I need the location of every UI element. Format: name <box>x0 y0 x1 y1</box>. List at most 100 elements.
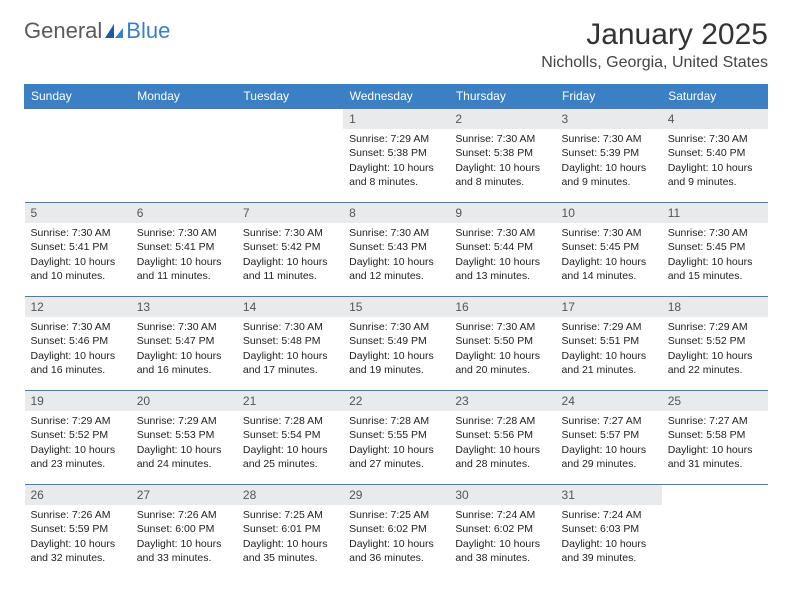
calendar-cell: 9Sunrise: 7:30 AMSunset: 5:44 PMDaylight… <box>449 203 555 297</box>
header: General Blue January 2025 Nicholls, Geor… <box>24 18 768 72</box>
day-number: 13 <box>131 297 237 317</box>
weekday-header: Saturday <box>662 84 768 109</box>
day-number: 5 <box>25 203 131 223</box>
day-number: 12 <box>25 297 131 317</box>
day-details: Sunrise: 7:27 AMSunset: 5:57 PMDaylight:… <box>556 411 662 477</box>
calendar-cell <box>131 109 237 203</box>
day-number: 23 <box>449 391 555 411</box>
day-details: Sunrise: 7:26 AMSunset: 5:59 PMDaylight:… <box>25 505 131 571</box>
day-details: Sunrise: 7:30 AMSunset: 5:46 PMDaylight:… <box>25 317 131 383</box>
calendar-cell: 18Sunrise: 7:29 AMSunset: 5:52 PMDayligh… <box>662 297 768 391</box>
day-number: 8 <box>343 203 449 223</box>
calendar-body: 1Sunrise: 7:29 AMSunset: 5:38 PMDaylight… <box>25 109 769 579</box>
calendar-cell: 20Sunrise: 7:29 AMSunset: 5:53 PMDayligh… <box>131 391 237 485</box>
day-details: Sunrise: 7:24 AMSunset: 6:02 PMDaylight:… <box>449 505 555 571</box>
calendar-cell: 27Sunrise: 7:26 AMSunset: 6:00 PMDayligh… <box>131 485 237 579</box>
day-details: Sunrise: 7:30 AMSunset: 5:44 PMDaylight:… <box>449 223 555 289</box>
day-number: 30 <box>449 485 555 505</box>
day-number: 10 <box>556 203 662 223</box>
logo-sail-icon <box>104 23 124 39</box>
day-details: Sunrise: 7:30 AMSunset: 5:45 PMDaylight:… <box>662 223 768 289</box>
calendar-cell: 21Sunrise: 7:28 AMSunset: 5:54 PMDayligh… <box>237 391 343 485</box>
weekday-header: Thursday <box>449 84 555 109</box>
calendar-cell: 12Sunrise: 7:30 AMSunset: 5:46 PMDayligh… <box>25 297 131 391</box>
day-details: Sunrise: 7:29 AMSunset: 5:38 PMDaylight:… <box>343 129 449 195</box>
calendar-cell: 29Sunrise: 7:25 AMSunset: 6:02 PMDayligh… <box>343 485 449 579</box>
day-details: Sunrise: 7:29 AMSunset: 5:52 PMDaylight:… <box>25 411 131 477</box>
calendar-cell: 13Sunrise: 7:30 AMSunset: 5:47 PMDayligh… <box>131 297 237 391</box>
calendar-cell: 24Sunrise: 7:27 AMSunset: 5:57 PMDayligh… <box>556 391 662 485</box>
day-details: Sunrise: 7:30 AMSunset: 5:47 PMDaylight:… <box>131 317 237 383</box>
day-number: 31 <box>556 485 662 505</box>
day-number: 25 <box>662 391 768 411</box>
day-details: Sunrise: 7:30 AMSunset: 5:39 PMDaylight:… <box>556 129 662 195</box>
calendar-cell: 31Sunrise: 7:24 AMSunset: 6:03 PMDayligh… <box>556 485 662 579</box>
table-row: 12Sunrise: 7:30 AMSunset: 5:46 PMDayligh… <box>25 297 769 391</box>
title-block: January 2025 Nicholls, Georgia, United S… <box>541 18 768 72</box>
calendar-cell: 23Sunrise: 7:28 AMSunset: 5:56 PMDayligh… <box>449 391 555 485</box>
day-number: 2 <box>449 109 555 129</box>
calendar-cell: 5Sunrise: 7:30 AMSunset: 5:41 PMDaylight… <box>25 203 131 297</box>
day-details: Sunrise: 7:28 AMSunset: 5:54 PMDaylight:… <box>237 411 343 477</box>
day-number: 18 <box>662 297 768 317</box>
day-details: Sunrise: 7:30 AMSunset: 5:40 PMDaylight:… <box>662 129 768 195</box>
day-number: 14 <box>237 297 343 317</box>
day-details: Sunrise: 7:25 AMSunset: 6:01 PMDaylight:… <box>237 505 343 571</box>
day-number: 9 <box>449 203 555 223</box>
day-number: 11 <box>662 203 768 223</box>
weekday-header: Wednesday <box>343 84 449 109</box>
calendar-cell: 7Sunrise: 7:30 AMSunset: 5:42 PMDaylight… <box>237 203 343 297</box>
weekday-header: Tuesday <box>237 84 343 109</box>
day-number: 4 <box>662 109 768 129</box>
calendar-cell: 17Sunrise: 7:29 AMSunset: 5:51 PMDayligh… <box>556 297 662 391</box>
calendar-cell: 1Sunrise: 7:29 AMSunset: 5:38 PMDaylight… <box>343 109 449 203</box>
calendar-cell: 22Sunrise: 7:28 AMSunset: 5:55 PMDayligh… <box>343 391 449 485</box>
calendar-cell <box>237 109 343 203</box>
calendar-cell: 10Sunrise: 7:30 AMSunset: 5:45 PMDayligh… <box>556 203 662 297</box>
calendar-cell: 14Sunrise: 7:30 AMSunset: 5:48 PMDayligh… <box>237 297 343 391</box>
day-number: 3 <box>556 109 662 129</box>
table-row: 19Sunrise: 7:29 AMSunset: 5:52 PMDayligh… <box>25 391 769 485</box>
day-details: Sunrise: 7:28 AMSunset: 5:56 PMDaylight:… <box>449 411 555 477</box>
table-row: 5Sunrise: 7:30 AMSunset: 5:41 PMDaylight… <box>25 203 769 297</box>
day-number: 21 <box>237 391 343 411</box>
calendar-cell <box>25 109 131 203</box>
calendar-cell: 30Sunrise: 7:24 AMSunset: 6:02 PMDayligh… <box>449 485 555 579</box>
day-details: Sunrise: 7:30 AMSunset: 5:50 PMDaylight:… <box>449 317 555 383</box>
calendar-cell: 26Sunrise: 7:26 AMSunset: 5:59 PMDayligh… <box>25 485 131 579</box>
brand-logo: General Blue <box>24 18 170 44</box>
day-number: 20 <box>131 391 237 411</box>
day-details: Sunrise: 7:29 AMSunset: 5:51 PMDaylight:… <box>556 317 662 383</box>
calendar-cell: 15Sunrise: 7:30 AMSunset: 5:49 PMDayligh… <box>343 297 449 391</box>
calendar-table: SundayMondayTuesdayWednesdayThursdayFrid… <box>24 84 768 579</box>
day-details: Sunrise: 7:27 AMSunset: 5:58 PMDaylight:… <box>662 411 768 477</box>
day-details: Sunrise: 7:30 AMSunset: 5:49 PMDaylight:… <box>343 317 449 383</box>
calendar-cell: 8Sunrise: 7:30 AMSunset: 5:43 PMDaylight… <box>343 203 449 297</box>
logo-text-blue: Blue <box>126 18 170 44</box>
calendar-cell: 4Sunrise: 7:30 AMSunset: 5:40 PMDaylight… <box>662 109 768 203</box>
day-number: 6 <box>131 203 237 223</box>
day-details: Sunrise: 7:30 AMSunset: 5:42 PMDaylight:… <box>237 223 343 289</box>
day-number: 15 <box>343 297 449 317</box>
day-number: 22 <box>343 391 449 411</box>
day-details: Sunrise: 7:30 AMSunset: 5:48 PMDaylight:… <box>237 317 343 383</box>
weekday-header: Sunday <box>25 84 131 109</box>
day-details: Sunrise: 7:25 AMSunset: 6:02 PMDaylight:… <box>343 505 449 571</box>
day-details: Sunrise: 7:29 AMSunset: 5:52 PMDaylight:… <box>662 317 768 383</box>
day-number: 7 <box>237 203 343 223</box>
day-details: Sunrise: 7:30 AMSunset: 5:41 PMDaylight:… <box>131 223 237 289</box>
weekday-header: Friday <box>556 84 662 109</box>
day-details: Sunrise: 7:30 AMSunset: 5:43 PMDaylight:… <box>343 223 449 289</box>
calendar-cell <box>662 485 768 579</box>
logo-text-general: General <box>24 18 102 44</box>
day-details: Sunrise: 7:24 AMSunset: 6:03 PMDaylight:… <box>556 505 662 571</box>
day-number: 27 <box>131 485 237 505</box>
day-number: 19 <box>25 391 131 411</box>
calendar-header-row: SundayMondayTuesdayWednesdayThursdayFrid… <box>25 84 769 109</box>
day-number: 17 <box>556 297 662 317</box>
calendar-cell: 11Sunrise: 7:30 AMSunset: 5:45 PMDayligh… <box>662 203 768 297</box>
day-details: Sunrise: 7:28 AMSunset: 5:55 PMDaylight:… <box>343 411 449 477</box>
calendar-cell: 6Sunrise: 7:30 AMSunset: 5:41 PMDaylight… <box>131 203 237 297</box>
day-details: Sunrise: 7:30 AMSunset: 5:38 PMDaylight:… <box>449 129 555 195</box>
table-row: 1Sunrise: 7:29 AMSunset: 5:38 PMDaylight… <box>25 109 769 203</box>
